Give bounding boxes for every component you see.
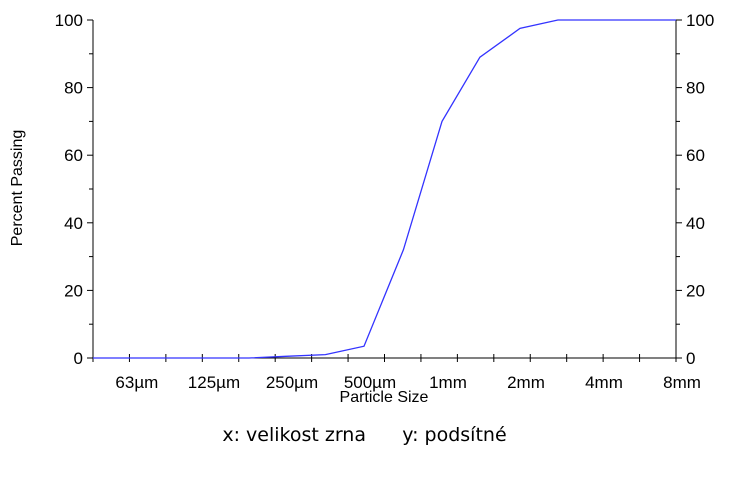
y-tick-label-right: 20 <box>686 281 705 300</box>
y-tick-label-left: 20 <box>64 281 83 300</box>
y-tick-label-left: 80 <box>64 79 83 98</box>
y-tick-label-right: 100 <box>686 11 714 30</box>
y-tick-label-left: 100 <box>55 11 83 30</box>
y-tick-label-left: 0 <box>74 349 83 368</box>
x-axis-title: Particle Size <box>340 389 429 406</box>
y-tick-label-left: 60 <box>64 146 83 165</box>
x-tick-label: 8mm <box>663 373 701 392</box>
particle-size-chart: 0 20 40 60 80 100 0 20 40 60 80 100 63µm 125µm 250µm 50… <box>9 11 715 406</box>
y-tick-label-right: 0 <box>686 349 695 368</box>
caption: x: velikost zrna y: podsítné <box>222 424 507 446</box>
x-tick-label: 250µm <box>266 373 318 392</box>
x-tick-label: 500µm <box>344 373 396 392</box>
x-tick-label: 4mm <box>585 373 623 392</box>
y-tick-label-left: 40 <box>64 214 83 233</box>
y-tick-label-right: 60 <box>686 146 705 165</box>
y-tick-label-right: 80 <box>686 79 705 98</box>
y-tick-label-right: 40 <box>686 214 705 233</box>
y-axis-title: Percent Passing <box>9 130 26 247</box>
x-tick-label: 63µm <box>115 373 158 392</box>
tick-labels: 0 20 40 60 80 100 0 20 40 60 80 100 63µm 125µm 250µm 50… <box>55 11 715 392</box>
plot-frame <box>92 20 677 359</box>
x-tick-label: 125µm <box>188 373 240 392</box>
x-tick-label: 1mm <box>429 373 467 392</box>
series-line-percent-passing <box>93 19 676 359</box>
x-tick-label: 2mm <box>507 373 545 392</box>
axis-ticks <box>87 19 682 362</box>
